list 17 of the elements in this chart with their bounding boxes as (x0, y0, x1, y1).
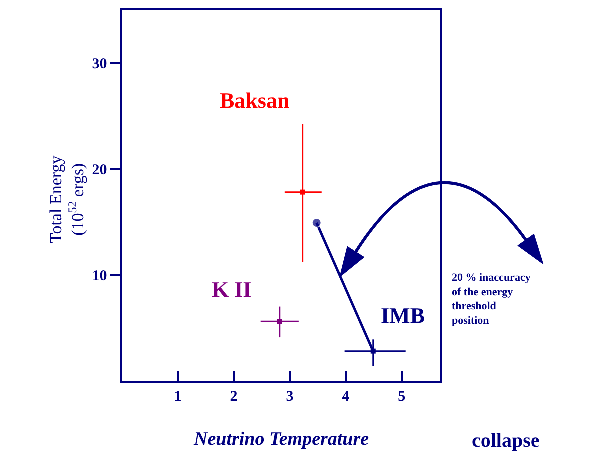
x-tick-label: 5 (398, 388, 406, 405)
series-label: IMB (381, 303, 426, 328)
y-tick-label: 20 (92, 162, 108, 178)
y-tick-label: 10 (92, 268, 108, 284)
point (300, 190, 306, 195)
point (312, 218, 322, 228)
text: collapse (472, 430, 540, 452)
x-tick-label: 3 (286, 388, 294, 405)
y-tick-label: 30 (92, 56, 108, 72)
text: Baksan (220, 88, 290, 113)
x-tick-label: 4 (342, 388, 350, 405)
x-tick-label: 1 (174, 388, 182, 405)
x-axis-title: Neutrino Temperature (193, 429, 370, 450)
point (277, 319, 282, 324)
text: 20 % inaccuracy of the energy threshold position (452, 272, 532, 327)
series-label: K II (212, 277, 252, 302)
x-tick-label: 2 (230, 388, 238, 405)
